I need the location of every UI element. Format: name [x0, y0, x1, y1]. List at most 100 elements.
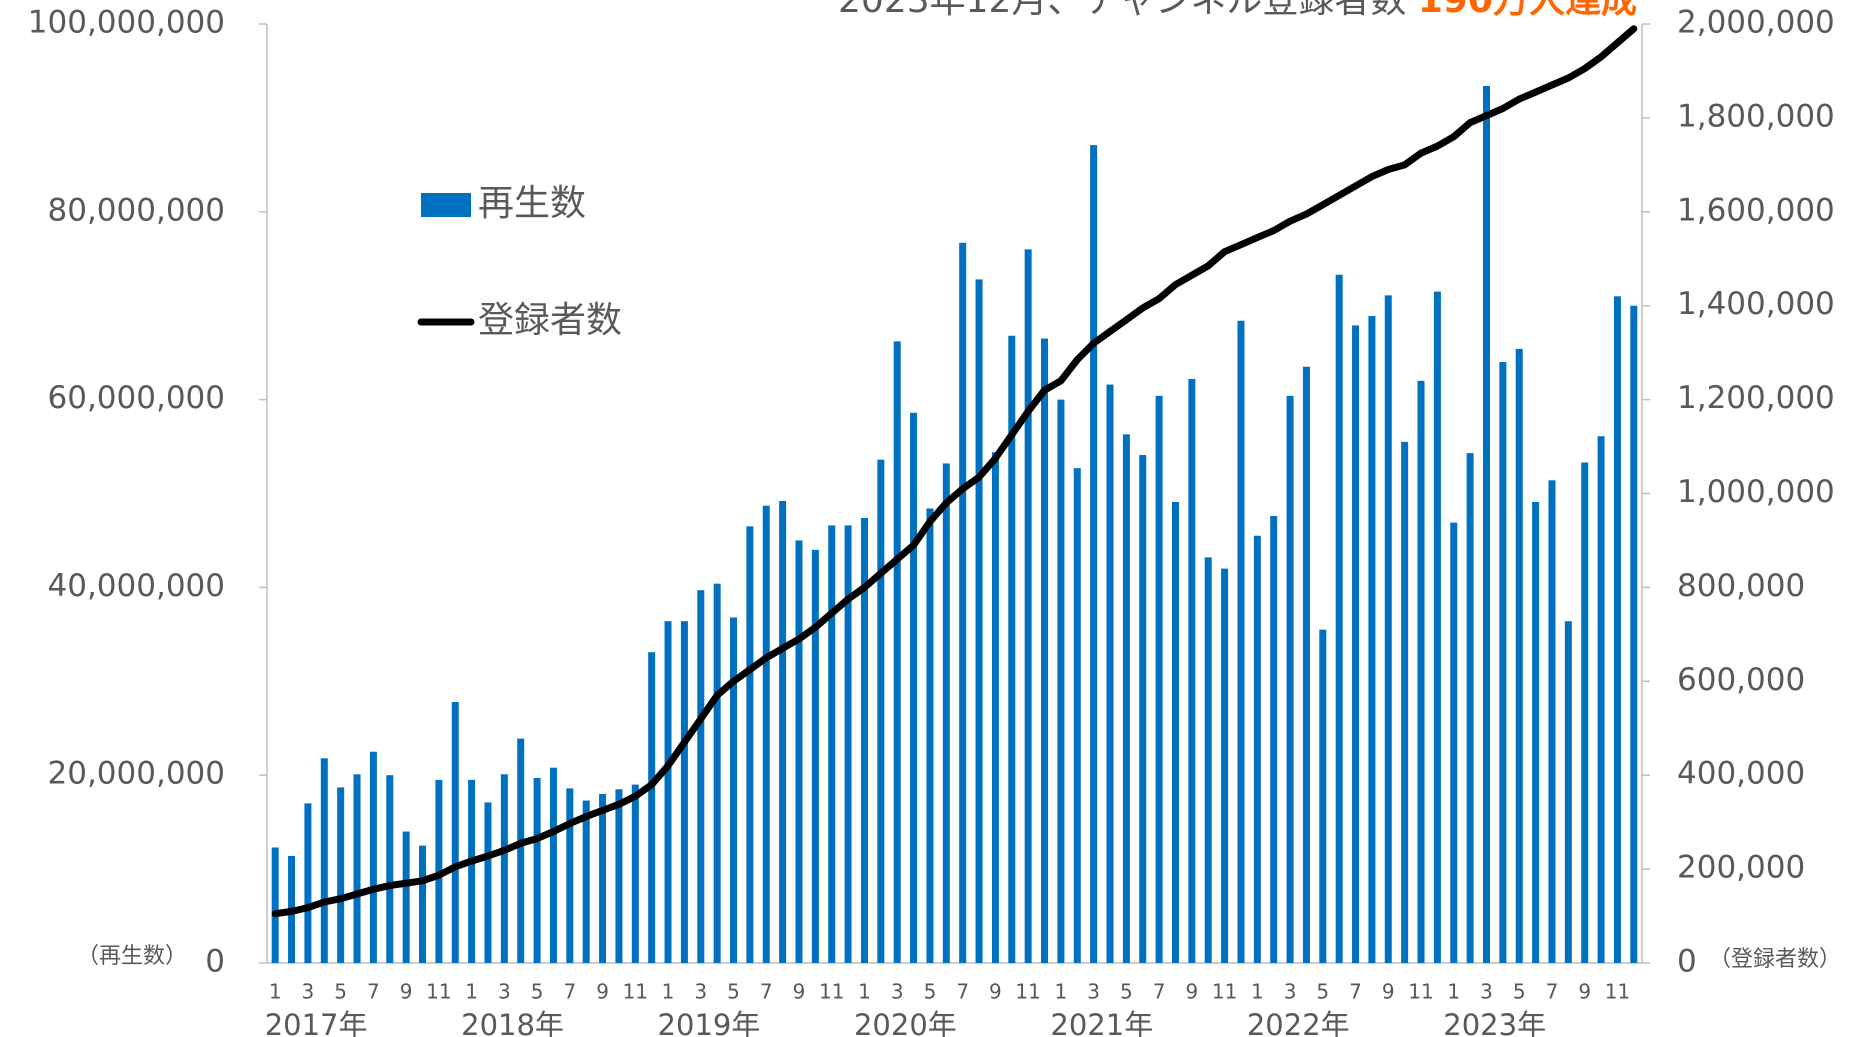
- year-label: 2023年: [1443, 1008, 1546, 1037]
- x-tick-label: 3: [891, 980, 904, 1004]
- x-tick-label: 11: [623, 980, 648, 1004]
- bar: [1466, 453, 1474, 963]
- bar: [680, 621, 688, 963]
- x-tick-label: 9: [1382, 980, 1395, 1004]
- bar: [844, 525, 852, 963]
- bar: [1188, 378, 1196, 963]
- year-label: 2022年: [1247, 1008, 1350, 1037]
- bar: [811, 549, 819, 963]
- bar: [1286, 395, 1294, 963]
- bar: [468, 779, 476, 963]
- bar: [1532, 501, 1540, 963]
- bar: [1008, 335, 1016, 963]
- x-tick-label: 11: [819, 980, 844, 1004]
- y-tick-label: 20,000,000: [48, 756, 226, 792]
- bar: [1302, 366, 1310, 963]
- bar: [1204, 557, 1212, 963]
- bar: [1335, 274, 1343, 963]
- y-tick-label: 40,000,000: [48, 568, 226, 604]
- x-tick-label: 5: [334, 980, 347, 1004]
- x-tick-label: 11: [426, 980, 451, 1004]
- y-tick-label: 0: [205, 944, 225, 980]
- y2-tick-label: 1,200,000: [1677, 380, 1835, 416]
- bar: [320, 758, 328, 963]
- year-label: 2019年: [658, 1008, 761, 1037]
- bar: [713, 583, 721, 963]
- y2-tick-label: 2,000,000: [1677, 5, 1835, 41]
- bar: [779, 501, 787, 963]
- x-tick-label: 3: [498, 980, 511, 1004]
- bar: [1613, 296, 1621, 963]
- bar: [1548, 480, 1556, 963]
- x-tick-label: 7: [1153, 980, 1166, 1004]
- bar: [1270, 516, 1278, 963]
- bar: [271, 847, 279, 963]
- bar: [1352, 325, 1360, 963]
- bar: [1221, 568, 1229, 963]
- title-highlight: 190万人達成: [1418, 0, 1637, 21]
- bar: [926, 508, 934, 963]
- x-tick-label: 5: [924, 980, 937, 1004]
- y2-tick-label: 800,000: [1677, 568, 1805, 604]
- bar: [419, 845, 427, 963]
- x-tick-label: 7: [1349, 980, 1362, 1004]
- x-tick-label: 7: [1546, 980, 1559, 1004]
- x-tick-label: 5: [1513, 980, 1526, 1004]
- bar: [1057, 399, 1065, 964]
- bar: [1122, 434, 1130, 963]
- legend-label: 再生数: [478, 183, 586, 224]
- bar: [877, 459, 885, 963]
- x-tick-label: 5: [1316, 980, 1329, 1004]
- chart-title: 2023年12月、チャンネル登録者数 190万人達成: [838, 0, 1637, 21]
- y2-tick-label: 200,000: [1677, 850, 1805, 886]
- y2-tick-label: 400,000: [1677, 756, 1805, 792]
- bar: [1433, 291, 1441, 963]
- bar: [549, 767, 557, 963]
- bar: [369, 751, 377, 963]
- bar: [795, 540, 803, 963]
- year-label: 2018年: [461, 1008, 564, 1037]
- x-tick-label: 7: [760, 980, 773, 1004]
- bar: [533, 778, 541, 963]
- x-tick-label: 1: [858, 980, 871, 1004]
- x-tick-label: 11: [1015, 980, 1040, 1004]
- bar: [1401, 441, 1409, 964]
- x-tick-label: 7: [563, 980, 576, 1004]
- bar: [1073, 468, 1081, 963]
- bar: [910, 412, 918, 964]
- x-tick-label: 7: [956, 980, 969, 1004]
- bar: [582, 800, 590, 963]
- bar: [1499, 362, 1507, 963]
- x-tick-label: 9: [1185, 980, 1198, 1004]
- bar: [1106, 384, 1114, 963]
- bar: [746, 526, 754, 963]
- bar: [615, 789, 623, 963]
- bar: [386, 775, 394, 963]
- bar: [942, 463, 950, 963]
- x-tick-label: 9: [596, 980, 609, 1004]
- y-tick-label: 60,000,000: [48, 380, 226, 416]
- y2-tick-label: 1,400,000: [1677, 286, 1835, 322]
- bar: [500, 774, 508, 963]
- bar: [762, 505, 770, 963]
- bar: [566, 788, 574, 963]
- x-tick-label: 1: [465, 980, 478, 1004]
- bar: [1139, 455, 1147, 963]
- x-tick-label: 3: [1480, 980, 1493, 1004]
- bar: [828, 525, 836, 963]
- bar: [402, 831, 410, 963]
- bar: [860, 517, 868, 963]
- bar: [337, 787, 345, 963]
- bar: [1482, 85, 1490, 963]
- bar: [959, 242, 967, 964]
- bar: [304, 803, 312, 963]
- x-tick-label: 9: [400, 980, 413, 1004]
- bar: [353, 774, 361, 963]
- bar: [1581, 462, 1589, 963]
- bar: [1630, 305, 1638, 963]
- x-tick-label: 7: [367, 980, 380, 1004]
- x-tick-label: 3: [302, 980, 315, 1004]
- x-tick-label: 3: [694, 980, 707, 1004]
- bar: [664, 621, 672, 963]
- bar: [599, 793, 607, 963]
